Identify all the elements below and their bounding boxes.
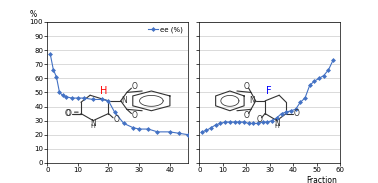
Y-axis label: %: % [29,10,37,19]
Text: H: H [274,124,279,129]
Text: N: N [121,96,127,105]
Text: O: O [243,82,249,91]
Text: O: O [294,109,300,118]
Text: O: O [256,115,262,124]
Text: F: F [266,86,271,96]
X-axis label: Fraction: Fraction [307,175,337,183]
Text: N: N [249,96,255,105]
Legend: ee (%): ee (%) [146,25,184,35]
Text: H: H [91,124,96,129]
Text: O: O [132,82,138,91]
Text: O: O [132,111,138,120]
Text: O: O [113,115,119,124]
Text: N: N [274,119,280,128]
Text: O: O [243,111,249,120]
Text: H: H [100,86,108,96]
Text: O: O [64,109,70,118]
Text: N: N [90,119,96,128]
Text: O: O [66,109,71,118]
